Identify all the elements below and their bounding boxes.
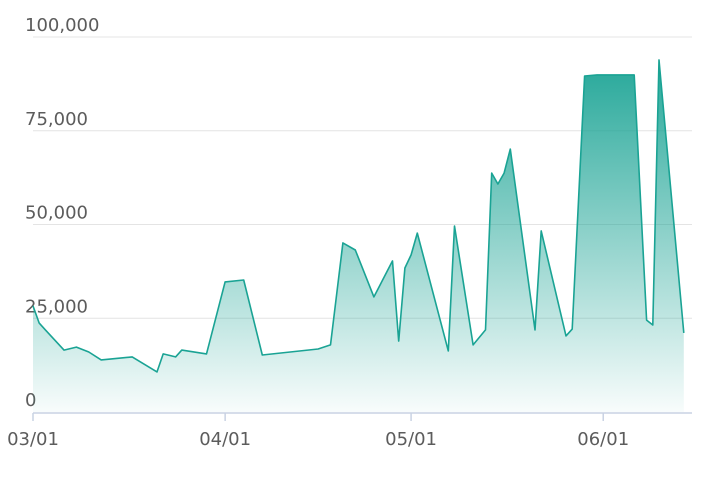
y-tick-label: 50,000 xyxy=(25,203,88,224)
area xyxy=(33,59,684,413)
y-tick-label: 100,000 xyxy=(25,15,99,36)
x-tick-label: 04/01 xyxy=(199,429,251,450)
line xyxy=(32,59,685,373)
x-tick-label: 03/01 xyxy=(7,429,59,450)
y-tick-label: 0 xyxy=(25,390,36,411)
x-tick-label: 06/01 xyxy=(577,429,629,450)
y-tick-label: 25,000 xyxy=(25,296,88,317)
y-tick-label: 75,000 xyxy=(25,109,88,130)
x-tick-label: 05/01 xyxy=(385,429,437,450)
